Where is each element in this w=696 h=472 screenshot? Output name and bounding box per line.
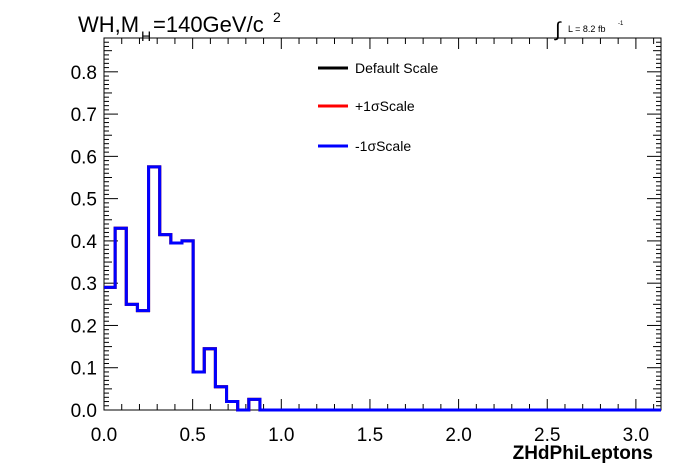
- y-tick-label: 0.7: [71, 105, 97, 126]
- legend-label-1: Default Scale: [355, 60, 438, 76]
- plot-frame: [103, 37, 662, 411]
- title-rest: =140GeV/c: [153, 12, 264, 37]
- x-tick-label: 2.5: [534, 425, 560, 446]
- x-tick-label: 0.5: [179, 425, 205, 446]
- x-tick-label: 1.5: [357, 425, 383, 446]
- x-tick-label: 3.0: [623, 425, 649, 446]
- series-line-1: [104, 165, 661, 412]
- title-subscript: H: [141, 28, 151, 44]
- x-axis: 0.0 0.5 1.0 1.5 2.0 2.5 3.0: [91, 38, 655, 446]
- series-layer: [104, 165, 661, 412]
- y-tick-label: 0.8: [71, 63, 97, 84]
- series-line-2: [104, 165, 661, 412]
- legend-label-2: +1σScale: [355, 98, 415, 114]
- y-tick-label: 0.4: [71, 232, 98, 253]
- y-axis: 0.0 0.1 0.2 0.3 0.4 0.5 0.6 0.7 0.8: [71, 37, 661, 422]
- x-axis-label: ZHdPhiLeptons: [513, 443, 653, 464]
- y-tick-label: 0.2: [71, 316, 97, 337]
- legend: Default Scale +1σScale -1σScale: [318, 60, 438, 154]
- lumi-label: L = 8.2 fb: [568, 24, 605, 34]
- x-tick-label: 0.0: [91, 425, 117, 446]
- lumi-superscript: -1: [618, 21, 624, 27]
- integral-symbol: ∫: [554, 19, 562, 41]
- series-line-3: [104, 165, 661, 412]
- y-tick-label: 0.0: [71, 401, 97, 422]
- title-main: WH,M: [78, 12, 139, 37]
- y-tick-label: 0.6: [71, 147, 97, 168]
- x-tick-label: 1.0: [268, 425, 294, 446]
- x-tick-label: 2.0: [445, 425, 471, 446]
- y-tick-label: 0.3: [71, 274, 97, 295]
- title-superscript: 2: [273, 9, 281, 25]
- y-tick-label: 0.1: [71, 359, 97, 380]
- legend-label-3: -1σScale: [355, 138, 411, 154]
- y-tick-label: 0.5: [71, 190, 97, 211]
